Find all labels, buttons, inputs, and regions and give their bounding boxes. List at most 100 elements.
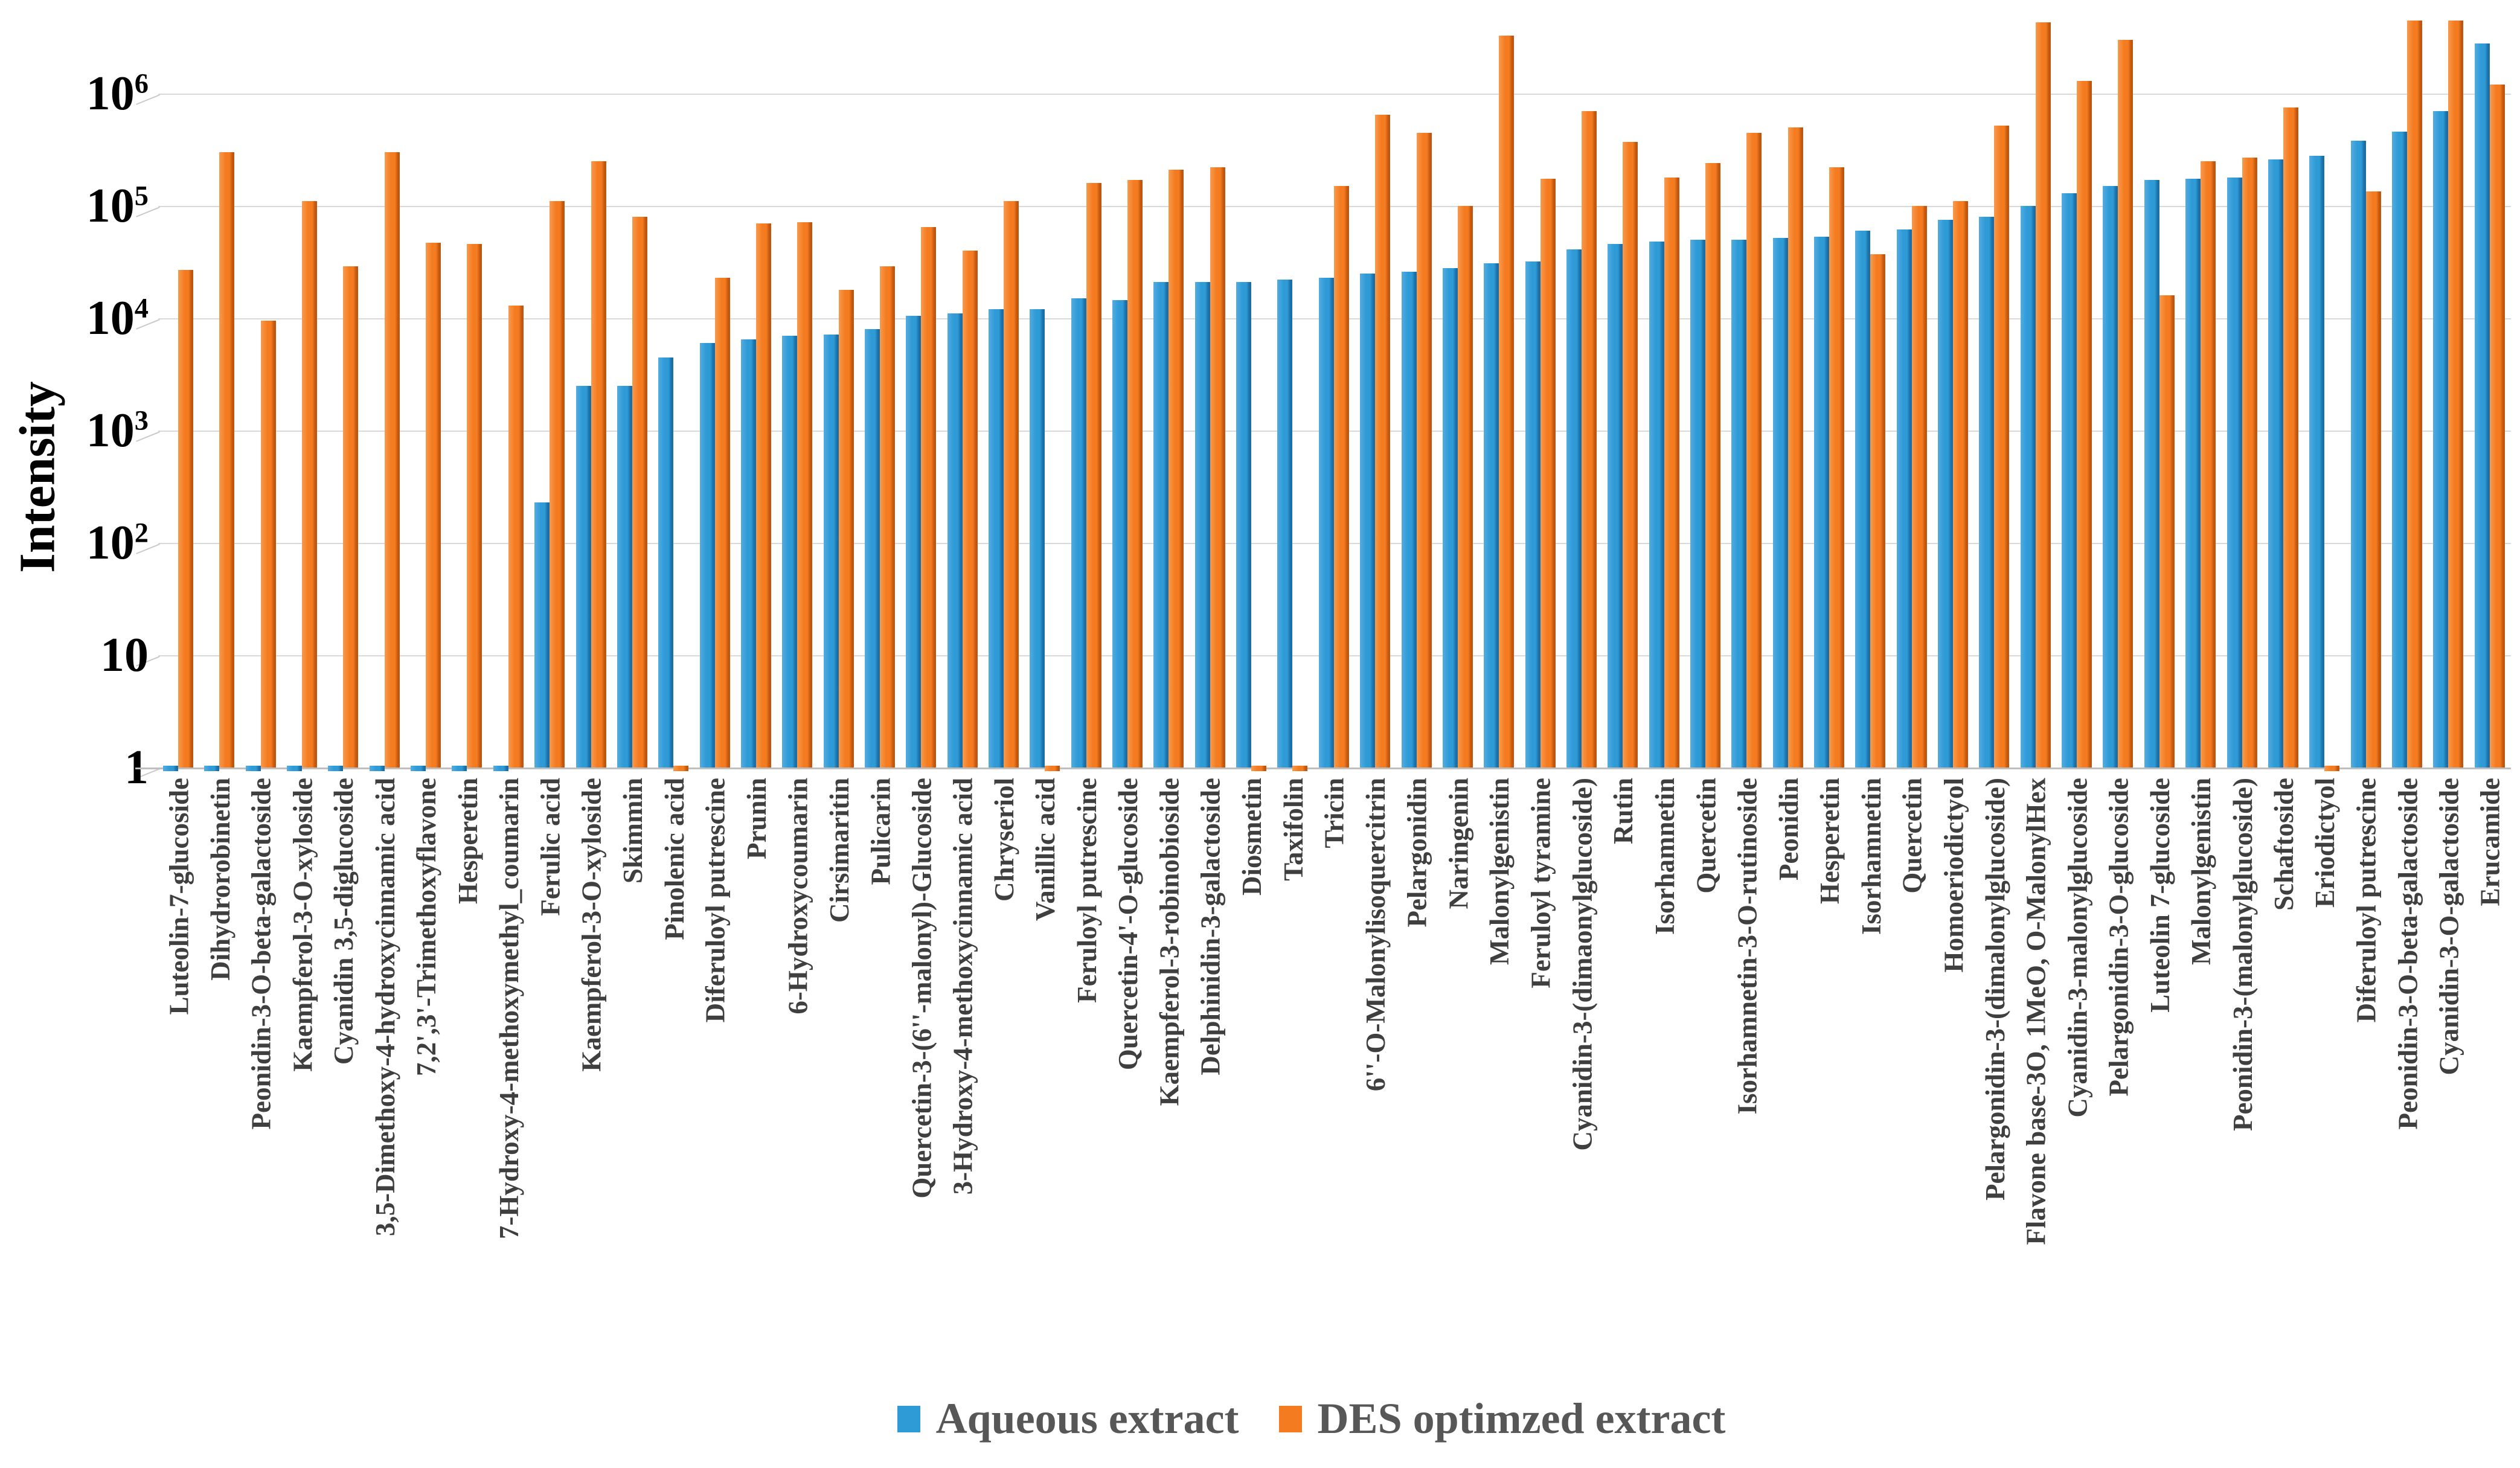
bar-aqueous-extract bbox=[1814, 237, 1830, 768]
category-label: Isorhamnetin-3-O-rutinoside bbox=[1732, 778, 1763, 1115]
bar-des-optimzed-extract bbox=[384, 152, 400, 768]
bar-des-optimzed-extract bbox=[2365, 191, 2381, 768]
bar-aqueous-extract bbox=[2185, 178, 2201, 768]
bar-des-optimzed-extract bbox=[1457, 206, 1473, 768]
category-label: Hesperetin bbox=[1815, 778, 1845, 905]
y-tick-label: 10 bbox=[100, 629, 149, 682]
bar-aqueous-extract bbox=[1194, 282, 1210, 768]
bar-aqueous-extract bbox=[1401, 271, 1417, 768]
bar-des-optimzed-extract bbox=[2118, 40, 2134, 768]
category-label: Kaempferol-3-O-xyloside bbox=[576, 778, 607, 1072]
bar-des-optimzed-extract bbox=[1416, 132, 1432, 768]
bar-aqueous-extract bbox=[493, 766, 508, 771]
bar-des-optimzed-extract bbox=[1540, 178, 1556, 768]
category-label: Feruloyl tyramine bbox=[1525, 778, 1556, 989]
bar-aqueous-extract bbox=[1855, 231, 1871, 768]
bar-des-optimzed-extract bbox=[755, 223, 771, 768]
category-label: Luteolin-7-glucoside bbox=[164, 778, 194, 1015]
bar-des-optimzed-extract bbox=[1829, 167, 1845, 768]
bar-des-optimzed-extract bbox=[1169, 170, 1184, 768]
legend: Aqueous extract DES optimzed extract bbox=[0, 1394, 2520, 1444]
bar-des-optimzed-extract bbox=[2324, 766, 2340, 771]
category-label: Pelargonidin bbox=[1402, 778, 1432, 928]
bar-aqueous-extract bbox=[1979, 217, 1995, 768]
bar-aqueous-extract bbox=[1236, 282, 1252, 768]
legend-swatch-des-optimzed-extract bbox=[1278, 1405, 1302, 1432]
category-label: Pulicarin bbox=[865, 778, 896, 885]
bar-aqueous-extract bbox=[782, 335, 798, 768]
bar-des-optimzed-extract bbox=[1705, 163, 1720, 768]
bar-des-optimzed-extract bbox=[2489, 85, 2505, 768]
bar-aqueous-extract bbox=[328, 766, 344, 771]
category-label: Erucamide bbox=[2475, 778, 2506, 906]
bar-aqueous-extract bbox=[617, 385, 632, 768]
category-label: Cyanidin-3-(dimaonylglucoside) bbox=[1567, 778, 1598, 1151]
category-label: Rutin bbox=[1608, 778, 1639, 845]
bar-des-optimzed-extract bbox=[1251, 766, 1267, 771]
bar-aqueous-extract bbox=[287, 766, 303, 771]
gridline bbox=[158, 94, 2511, 95]
bar-des-optimzed-extract bbox=[1086, 183, 1101, 768]
bar-des-optimzed-extract bbox=[1210, 167, 1225, 768]
bar-aqueous-extract bbox=[947, 313, 963, 768]
category-label: Peonidin-3-O-beta-galactoside bbox=[2393, 778, 2423, 1130]
bar-des-optimzed-extract bbox=[1870, 254, 1886, 768]
bar-des-optimzed-extract bbox=[2077, 80, 2092, 768]
bar-aqueous-extract bbox=[1153, 282, 1169, 768]
category-label: Peonidin-3-(malonylglucoside) bbox=[2227, 778, 2258, 1132]
bar-aqueous-extract bbox=[2391, 131, 2407, 768]
category-label: Isorhamnetin bbox=[1649, 778, 1680, 935]
category-label: Quercetin bbox=[1897, 778, 1928, 894]
category-label: Malonylgenistin bbox=[2186, 778, 2217, 966]
category-label: Skimmin bbox=[618, 778, 649, 884]
bar-des-optimzed-extract bbox=[1004, 201, 1019, 768]
category-label: Ferulic acid bbox=[535, 778, 566, 916]
x-axis-line bbox=[135, 768, 2511, 769]
legend-swatch-aqueous-extract bbox=[897, 1405, 920, 1432]
bar-des-optimzed-extract bbox=[1746, 132, 1762, 768]
bar-aqueous-extract bbox=[2474, 43, 2490, 768]
bar-des-optimzed-extract bbox=[838, 289, 854, 768]
category-label: Cyanidin-3-O-galactoside bbox=[2434, 778, 2464, 1075]
bar-aqueous-extract bbox=[989, 309, 1004, 768]
bar-des-optimzed-extract bbox=[302, 201, 318, 768]
bar-des-optimzed-extract bbox=[550, 201, 565, 768]
bar-des-optimzed-extract bbox=[260, 321, 276, 768]
bar-aqueous-extract bbox=[204, 766, 220, 771]
bar-aqueous-extract bbox=[1731, 239, 1747, 768]
bar-aqueous-extract bbox=[1484, 263, 1499, 768]
bar-aqueous-extract bbox=[658, 357, 674, 768]
category-label: Pelargonidin-3-O-glucoside bbox=[2103, 778, 2134, 1097]
bar-des-optimzed-extract bbox=[673, 766, 689, 771]
bar-des-optimzed-extract bbox=[1333, 186, 1349, 768]
category-label: Cyanidin-3-malonylglucoside bbox=[2062, 778, 2093, 1118]
bar-des-optimzed-extract bbox=[797, 222, 813, 768]
bar-des-optimzed-extract bbox=[343, 266, 359, 768]
y-tick-label: 103 bbox=[86, 404, 149, 457]
bar-des-optimzed-extract bbox=[467, 243, 483, 768]
bar-aqueous-extract bbox=[163, 766, 178, 771]
bar-aqueous-extract bbox=[2062, 193, 2077, 768]
category-label: Prunin bbox=[742, 778, 772, 860]
bar-aqueous-extract bbox=[2227, 177, 2242, 768]
bar-des-optimzed-extract bbox=[1499, 35, 1515, 768]
bar-des-optimzed-extract bbox=[2283, 107, 2298, 768]
bar-aqueous-extract bbox=[1318, 277, 1334, 768]
bar-aqueous-extract bbox=[1030, 309, 1045, 768]
bar-des-optimzed-extract bbox=[219, 152, 235, 768]
bar-des-optimzed-extract bbox=[714, 277, 730, 768]
category-label: Pinolenic acid bbox=[659, 778, 690, 940]
legend-label-aqueous-extract: Aqueous extract bbox=[935, 1394, 1239, 1443]
bar-des-optimzed-extract bbox=[1787, 127, 1803, 768]
category-label: Quercetin bbox=[1691, 778, 1722, 894]
bar-des-optimzed-extract bbox=[2201, 161, 2216, 768]
category-label: Cyanidin 3,5-diglucoside bbox=[329, 778, 359, 1065]
category-label: Chryseriol bbox=[989, 778, 1020, 902]
category-label: Homoeriodictyol bbox=[1938, 778, 1969, 973]
category-label: Naringenin bbox=[1443, 778, 1474, 909]
bar-aqueous-extract bbox=[2268, 159, 2283, 768]
bar-des-optimzed-extract bbox=[2406, 20, 2422, 768]
bar-aqueous-extract bbox=[823, 334, 839, 768]
